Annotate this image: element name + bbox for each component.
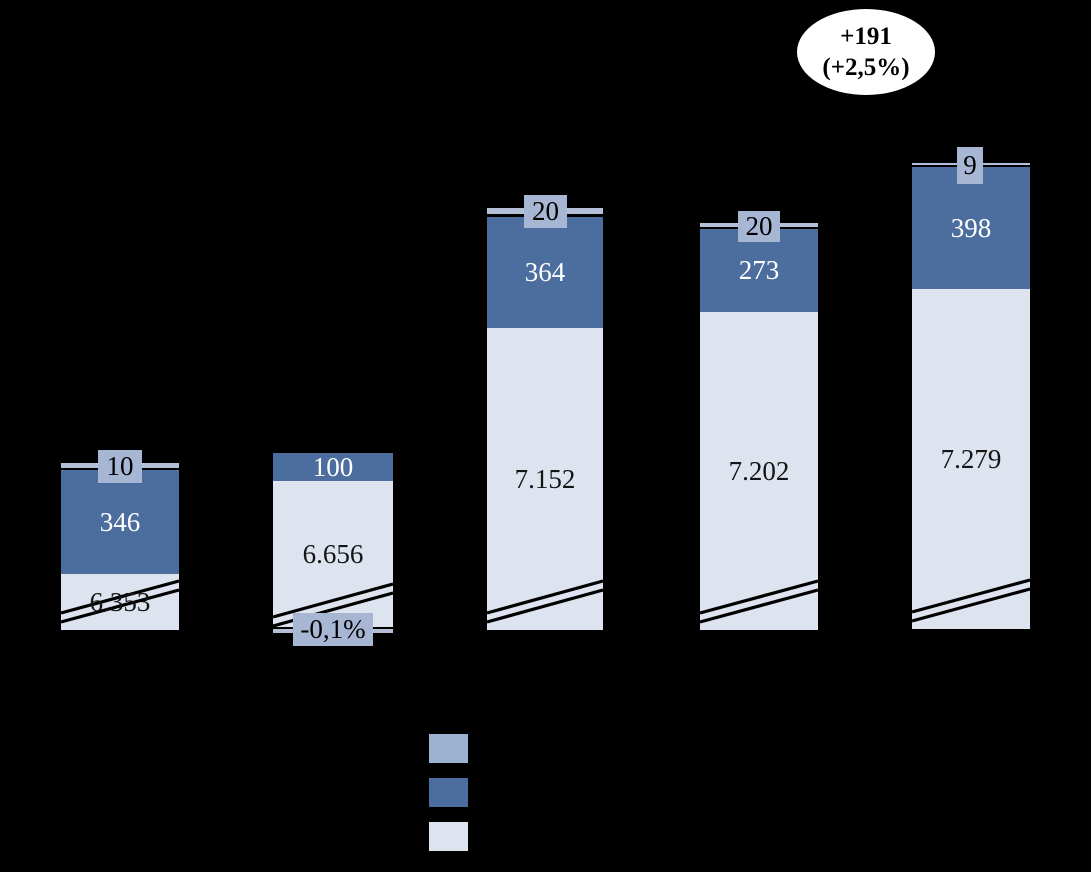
- legend-swatch-light-blue: [429, 734, 468, 763]
- bar-5-axis-break-icon: [912, 578, 1030, 623]
- bar-1-middle-segment: 346: [61, 470, 179, 574]
- bar-5: 398 7.279: [912, 163, 1030, 629]
- bar-5-middle-segment: 398: [912, 167, 1030, 289]
- bar-1-base-segment: 6.353: [61, 574, 179, 630]
- bar-3-top-value-chip: 20: [524, 195, 567, 228]
- bar-2-middle-segment: 100: [273, 453, 393, 481]
- bar-2-base-segment: 6.656: [273, 481, 393, 627]
- bar-2-base-value: 6.656: [302, 538, 364, 569]
- bar-1: 346 6.353: [61, 463, 179, 630]
- bar-3-middle-segment: 364: [487, 217, 603, 328]
- legend-swatch-light-gray: [429, 822, 468, 851]
- change-callout: +191 (+2,5%): [797, 9, 935, 95]
- bar-4-middle-segment: 273: [700, 229, 818, 312]
- bar-3-base-segment: 7.152: [487, 328, 603, 630]
- change-callout-line1: +191: [840, 23, 892, 50]
- bar-2-note-chip: -0,1%: [293, 613, 373, 646]
- bar-5-base-segment: 7.279: [912, 289, 1030, 629]
- bar-5-middle-value: 398: [950, 212, 992, 243]
- bar-4-middle-value: 273: [738, 255, 780, 285]
- bar-1-axis-break-icon: [61, 579, 179, 624]
- bar-4-base-segment: 7.202: [700, 312, 818, 630]
- bar-3-axis-break-icon: [487, 579, 603, 624]
- bar-4-top-value-chip: 20: [738, 211, 780, 242]
- bar-5-top-value-chip: 9: [957, 147, 983, 184]
- bar-2: 100 6.656: [273, 453, 393, 633]
- legend: [429, 734, 468, 851]
- bar-1-top-value-chip: 10: [98, 450, 142, 483]
- bar-3: 364 7.152: [487, 208, 603, 630]
- bar-1-middle-value: 346: [99, 506, 141, 537]
- bar-3-base-value: 7.152: [514, 463, 576, 494]
- bar-1-base-value: 6.353: [89, 586, 151, 617]
- change-callout-line2: (+2,5%): [822, 54, 910, 81]
- bar-4-base-value: 7.202: [728, 455, 790, 486]
- bar-5-base-value: 7.279: [940, 443, 1002, 474]
- bar-3-middle-value: 364: [524, 257, 566, 287]
- bar-4: 273 7.202: [700, 223, 818, 630]
- legend-swatch-dark-blue: [429, 778, 468, 807]
- bar-2-middle-value: 100: [312, 451, 354, 482]
- bar-4-axis-break-icon: [700, 579, 818, 624]
